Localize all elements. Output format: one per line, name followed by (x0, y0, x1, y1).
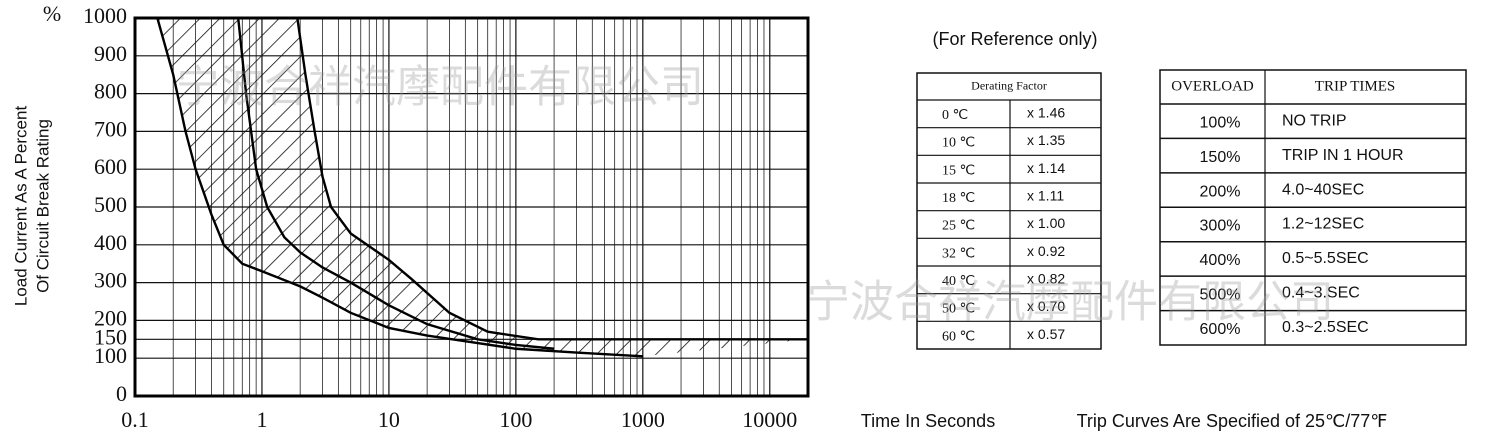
table-cell: 1.2~12SEC (1282, 216, 1364, 233)
y-tick-label: 1000 (83, 3, 127, 28)
table-cell: 500% (1200, 287, 1241, 304)
table-cell: 100% (1200, 114, 1241, 131)
table-cell: x 1.14 (1027, 160, 1065, 176)
table-cell: x 0.57 (1027, 326, 1065, 342)
x-tick-label: 10000 (742, 407, 797, 432)
table-cell: 10 ℃ (942, 136, 975, 151)
table-cell: 40 ℃ (942, 274, 975, 289)
table-cell: TRIP IN 1 HOUR (1282, 147, 1404, 164)
y-tick-label: 150 (94, 324, 127, 349)
table-cell: 0.3~2.5SEC (1282, 319, 1369, 336)
table-cell: 60 ℃ (942, 329, 975, 344)
table-cell: x 0.70 (1027, 298, 1065, 314)
table-cell: 25 ℃ (942, 219, 975, 234)
table-header: OVERLOAD (1171, 78, 1254, 94)
table-cell: x 0.82 (1027, 271, 1065, 287)
table-cell: 600% (1200, 321, 1241, 338)
x-tick-label: 1 (256, 407, 267, 432)
table-cell: 50 ℃ (942, 302, 975, 317)
y-tick-label: 700 (94, 116, 127, 141)
table-cell: 18 ℃ (942, 191, 975, 206)
watermark: 宁波合祥汽摩配件有限公司 (176, 63, 704, 112)
table-cell: 4.0~40SEC (1282, 181, 1364, 198)
y-tick-label: 300 (94, 268, 127, 293)
footer-note: Trip Curves Are Specified of 25℃/77℉ (1077, 411, 1388, 431)
x-axis-label: Time In Seconds (861, 411, 995, 431)
y-tick-label: 100 (94, 343, 127, 368)
trip-curve (156, 17, 643, 358)
x-tick-label: 10 (378, 407, 400, 432)
table-cell: 32 ℃ (942, 246, 975, 261)
y-tick-label: 0 (116, 381, 127, 406)
table-header: Derating Factor (971, 78, 1047, 92)
table-cell: x 0.92 (1027, 243, 1065, 259)
y-tick-label: 400 (94, 230, 127, 255)
hatch-band (157, 18, 808, 357)
trip-curve (237, 17, 555, 350)
y-tick-label: 200 (94, 305, 127, 330)
table-cell: 300% (1200, 218, 1241, 235)
table-cell: x 1.11 (1027, 188, 1064, 204)
y-axis-label: Load Current As A Percent (11, 106, 30, 307)
table-cell: 0.5~5.5SEC (1282, 250, 1369, 267)
trip-curve (296, 17, 808, 341)
tables: Derating Factor 0 ℃ x 1.46 10 ℃ x 1.35 15 ℃ x … (916, 69, 1467, 350)
reference-note: (For Reference only) (932, 29, 1097, 49)
x-tick-label: 100 (499, 407, 532, 432)
y-unit: % (43, 1, 61, 26)
y-tick-label: 600 (94, 154, 127, 179)
y-axis-label: Of Circuit Break Rating (33, 119, 52, 293)
y-tick-label: 900 (94, 41, 127, 66)
table-cell: 150% (1200, 149, 1241, 166)
table-cell: 400% (1200, 252, 1241, 269)
y-tick-label: 800 (94, 79, 127, 104)
table-cell: x 1.35 (1027, 132, 1065, 148)
watermark: 宁波合祥汽摩配件有限公司 (806, 278, 1334, 327)
x-tick-label: 1000 (621, 407, 665, 432)
x-tick-label: 0.1 (121, 407, 149, 432)
table-cell: 200% (1200, 183, 1241, 200)
table-cell: 15 ℃ (942, 163, 975, 178)
table-header: TRIP TIMES (1315, 78, 1395, 94)
table-cell: NO TRIP (1282, 112, 1347, 129)
plot: 0.1 1 10 100 1000 100000100150200300400500600… (83, 3, 810, 432)
table-cell: 0 ℃ (942, 108, 968, 123)
table-cell: x 1.00 (1027, 215, 1065, 231)
plot-frame (133, 16, 810, 398)
table-cell: x 1.46 (1027, 105, 1065, 121)
table-cell: 0.4~3.SEC (1282, 285, 1360, 302)
y-tick-label: 500 (94, 192, 127, 217)
